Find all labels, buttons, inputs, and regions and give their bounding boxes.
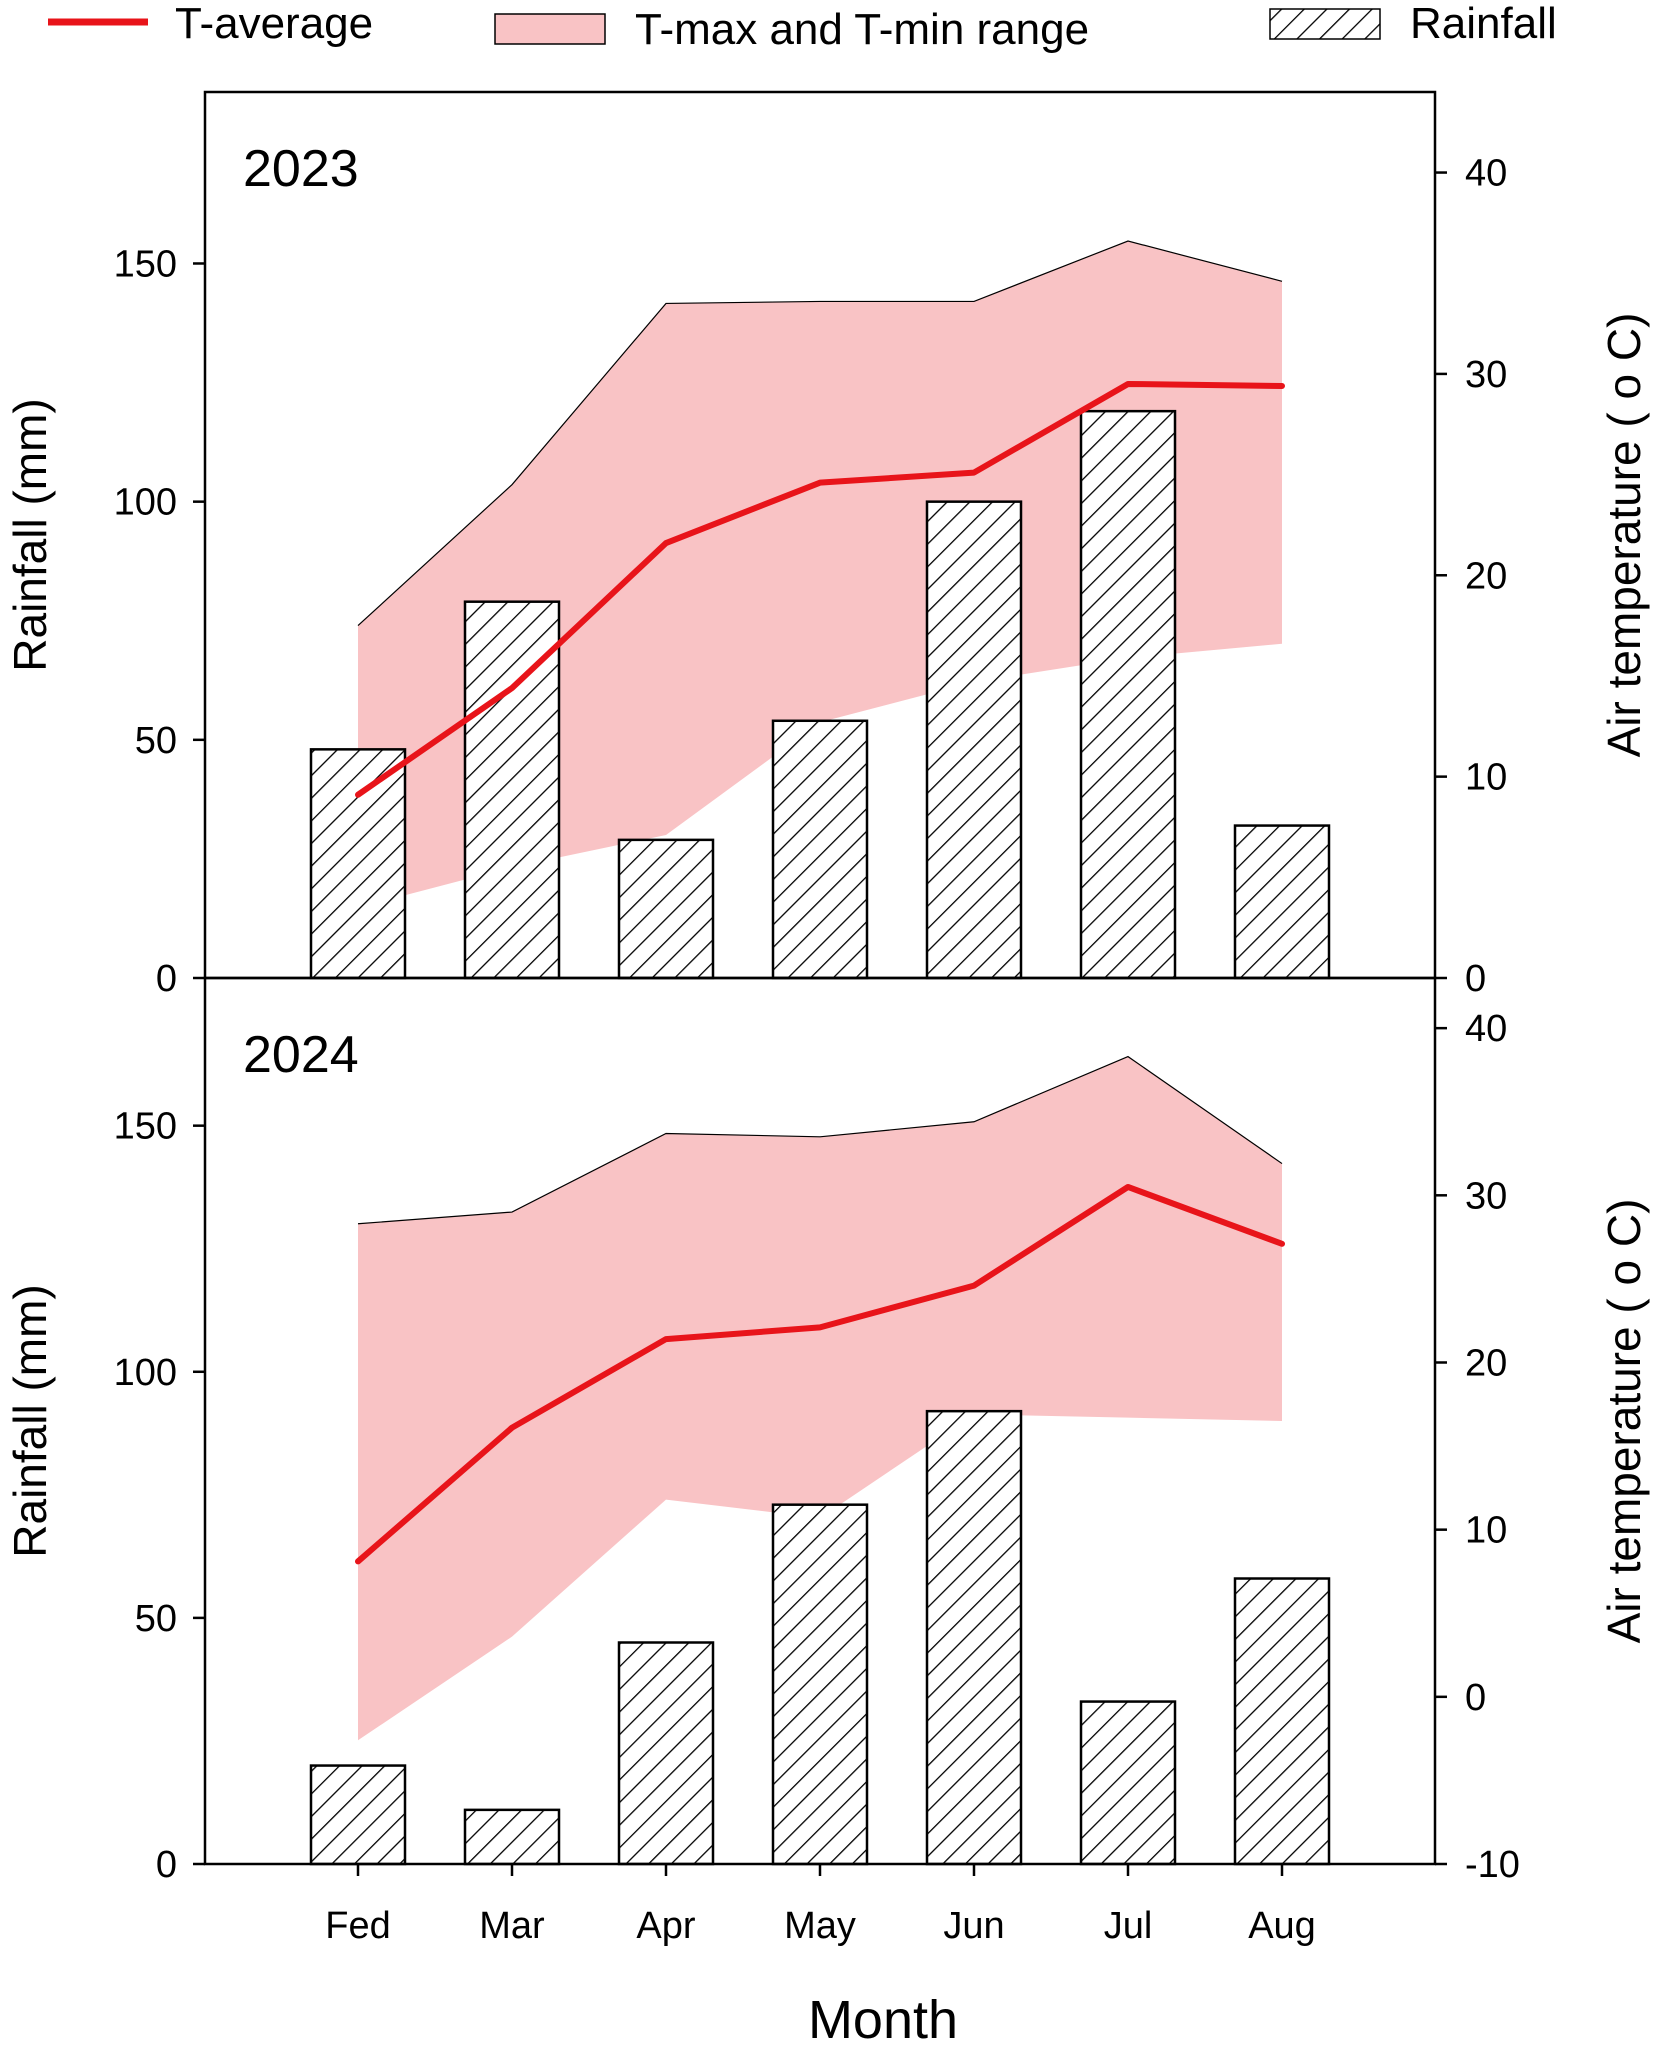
- rainfall-bar-2024-fed: [309, 1764, 407, 1866]
- x-tick-label-fed: Fed: [325, 1905, 390, 1947]
- rainfall-bar-2024-aug: [1233, 1577, 1331, 1866]
- right-tick-label-2023-0: 0: [1465, 958, 1486, 1000]
- x-axis-title: Month: [808, 1990, 958, 2046]
- panel-label-2023: 2023: [243, 140, 359, 198]
- left-tick-label-2024-50: 50: [135, 1598, 177, 1640]
- right-tick-label-2023-30: 30: [1465, 354, 1507, 396]
- legend: T-average T-max and T-min range Rainfall: [48, 0, 1557, 54]
- rainfall-bar-2023-may: [771, 719, 869, 980]
- rainfall-bar-2023-aug: [1233, 824, 1331, 980]
- right-axis-title-2023: Air temperature ( o C): [1598, 313, 1650, 758]
- x-tick-label-mar: Mar: [479, 1905, 545, 1947]
- panel-label-2024: 2024: [243, 1026, 359, 1084]
- t-average-line-2024: [355, 1183, 1285, 1565]
- t-average-line-2023: [355, 380, 1285, 798]
- x-tick-label-apr: Apr: [636, 1905, 695, 1947]
- rainfall-bar-2023-mar: [463, 600, 561, 980]
- legend-rainfall-label: Rainfall: [1410, 0, 1557, 48]
- left-axis-title-2023: Rainfall (mm): [4, 398, 56, 671]
- rainfall-bar-2023-jun: [925, 500, 1023, 980]
- rainfall-bar-2024-jun: [925, 1409, 1023, 1866]
- rainfall-bar-2024-apr: [617, 1641, 715, 1866]
- right-tick-label-2024-20: 20: [1465, 1342, 1507, 1384]
- left-tick-label-2024-0: 0: [156, 1844, 177, 1886]
- x-tick-label-aug: Aug: [1248, 1905, 1316, 1947]
- x-tick-label-jul: Jul: [1104, 1905, 1153, 1947]
- x-tick-label-jun: Jun: [943, 1905, 1004, 1947]
- legend-t-average-label: T-average: [175, 0, 373, 48]
- panel-2023: 0 50 100 150 0 10 20 30 40 2023 Rainfall (mm) Air t…: [4, 90, 1650, 1000]
- left-tick-label-2024-100: 100: [114, 1352, 177, 1394]
- right-tick-label-2024-30: 30: [1465, 1175, 1507, 1217]
- right-tick-label-2024-10: 10: [1465, 1510, 1507, 1552]
- rainfall-bar-2023-apr: [617, 838, 715, 980]
- left-tick-label-2023-100: 100: [114, 482, 177, 524]
- rainfall-bar-2023-jul: [1079, 409, 1177, 980]
- temp-range-band-2023: [358, 241, 1282, 908]
- tmax-outline-2024: [357, 1055, 1283, 1225]
- right-tick-label-2024-40: 40: [1465, 1008, 1507, 1050]
- right-tick-label-2023-40: 40: [1465, 153, 1507, 195]
- rainfall-bar-2024-mar: [463, 1808, 561, 1866]
- rainfall-bar-2024-may: [771, 1503, 869, 1866]
- rainfall-bar-2023-fed: [309, 748, 407, 980]
- left-tick-label-2023-150: 150: [114, 243, 177, 285]
- tmax-outline-2023: [357, 240, 1283, 627]
- rainfall-bar-2024-jul: [1079, 1700, 1177, 1866]
- left-tick-label-2023-0: 0: [156, 958, 177, 1000]
- legend-rainfall-swatch: [1269, 8, 1381, 40]
- left-tick-label-2024-150: 150: [114, 1106, 177, 1148]
- right-tick-label-2023-20: 20: [1465, 555, 1507, 597]
- temp-range-band-2024: [358, 1056, 1282, 1741]
- right-axis-title-2024: Air temperature ( o C): [1598, 1199, 1650, 1644]
- right-tick-label-2024-0: 0: [1465, 1677, 1486, 1719]
- right-tick-label-2023-10: 10: [1465, 757, 1507, 799]
- x-tick-label-may: May: [784, 1905, 856, 1947]
- left-tick-label-2023-50: 50: [135, 720, 177, 762]
- legend-t-range-swatch: [494, 13, 606, 45]
- right-tick-label-2024--10: -10: [1465, 1844, 1520, 1886]
- panel-2024: 0 50 100 150 -10 0 10 20 30 40 2024 Rainfall (mm) Ai…: [4, 976, 1650, 1947]
- legend-t-range-label: T-max and T-min range: [635, 5, 1089, 54]
- left-axis-title-2024: Rainfall (mm): [4, 1284, 56, 1557]
